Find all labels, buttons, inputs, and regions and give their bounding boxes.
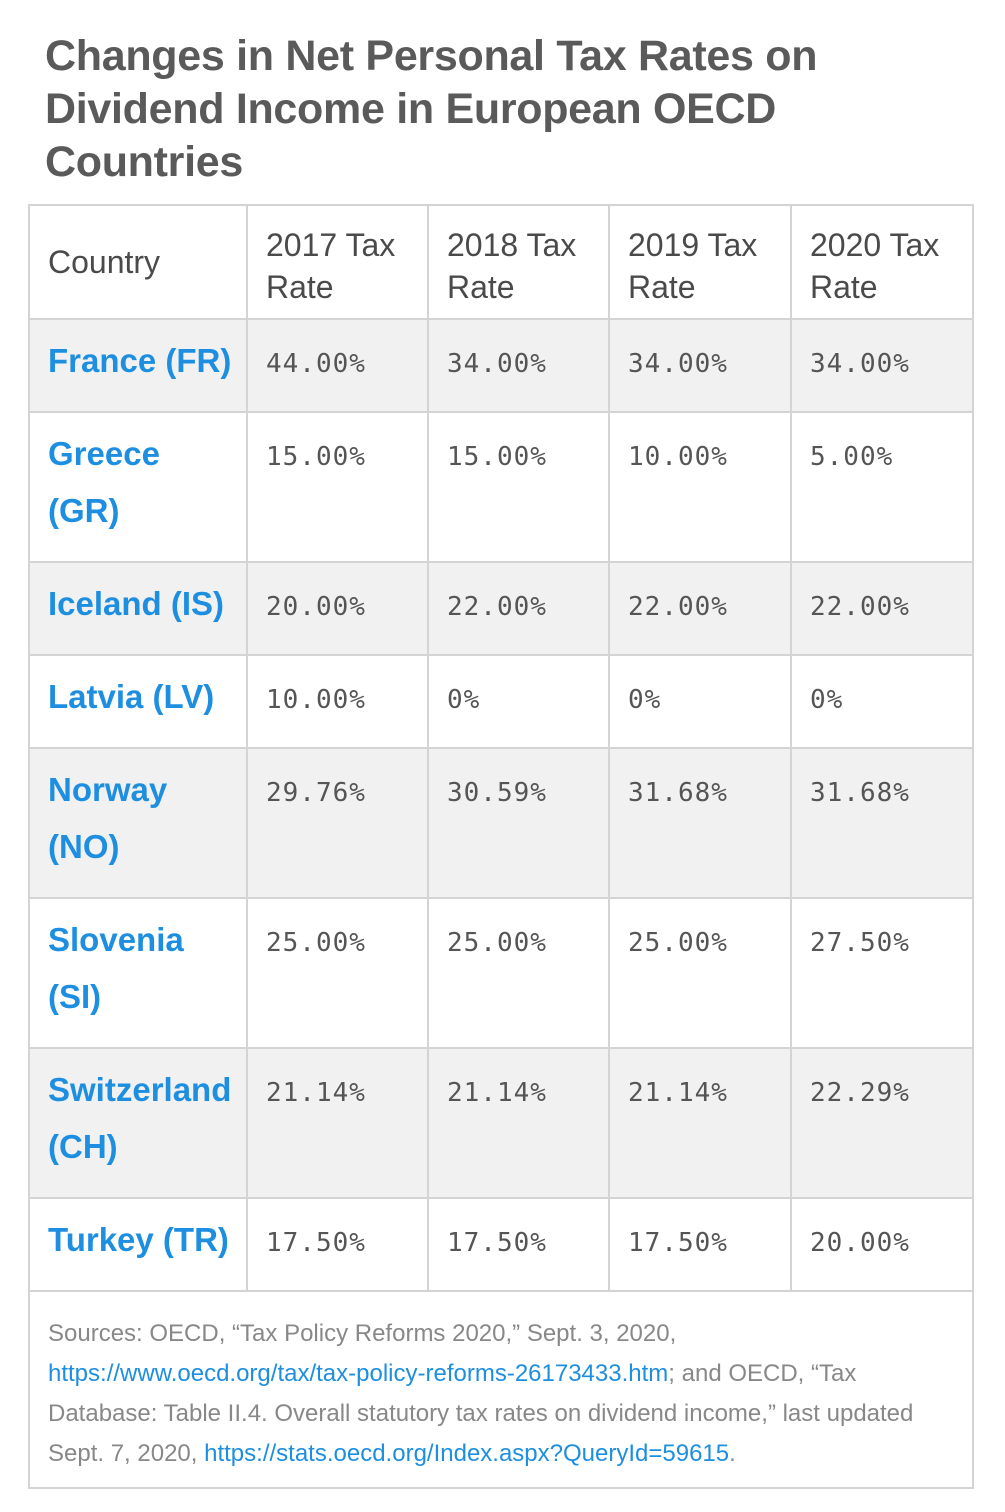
rate-cell: 10.00% bbox=[628, 442, 728, 472]
country-link-turkey[interactable]: Turkey (TR) bbox=[48, 1221, 229, 1258]
table-row: Turkey (TR) 17.50% 17.50% 17.50% 20.00% bbox=[28, 1197, 974, 1292]
rate-cell: 21.14% bbox=[628, 1078, 728, 1108]
rate-cell: 34.00% bbox=[447, 349, 547, 379]
sources-middle: ; and OECD, “Tax Database: Table II.4. O… bbox=[48, 1360, 914, 1467]
rate-cell: 17.50% bbox=[266, 1228, 366, 1258]
table-row: Iceland (IS) 20.00% 22.00% 22.00% 22.00% bbox=[28, 561, 974, 656]
country-link-latvia[interactable]: Latvia (LV) bbox=[48, 678, 215, 715]
rate-cell: 25.00% bbox=[628, 928, 728, 958]
page-title: Changes in Net Personal Tax Rates on Div… bbox=[45, 32, 818, 186]
table-row: Norway (NO) 29.76% 30.59% 31.68% 31.68% bbox=[28, 747, 974, 899]
rate-cell: 31.68% bbox=[810, 778, 910, 808]
rate-cell: 20.00% bbox=[266, 592, 366, 622]
sources-row: Sources: OECD, “Tax Policy Reforms 2020,… bbox=[28, 1290, 974, 1489]
source-link-tax-policy-reforms[interactable]: https://www.oecd.org/tax/tax-policy-refo… bbox=[48, 1360, 669, 1387]
rate-cell: 29.76% bbox=[266, 778, 366, 808]
rate-cell: 0% bbox=[628, 685, 662, 715]
sources-suffix: . bbox=[729, 1440, 736, 1467]
country-link-france[interactable]: France (FR) bbox=[48, 342, 232, 379]
rate-cell: 30.59% bbox=[447, 778, 547, 808]
rate-cell: 21.14% bbox=[266, 1078, 366, 1108]
country-link-norway[interactable]: Norway (NO) bbox=[48, 771, 168, 865]
header-2018: 2018 Tax Rate bbox=[427, 204, 610, 320]
rate-cell: 22.00% bbox=[628, 592, 728, 622]
rate-cell: 25.00% bbox=[447, 928, 547, 958]
rate-cell: 5.00% bbox=[810, 442, 894, 472]
table-row: Latvia (LV) 10.00% 0% 0% 0% bbox=[28, 654, 974, 749]
table-row: Slovenia (SI) 25.00% 25.00% 25.00% 27.50… bbox=[28, 897, 974, 1049]
header-2017: 2017 Tax Rate bbox=[246, 204, 429, 320]
rate-cell: 34.00% bbox=[628, 349, 728, 379]
rate-cell: 31.68% bbox=[628, 778, 728, 808]
table-header-row: Country 2017 Tax Rate 2018 Tax Rate 2019… bbox=[28, 204, 974, 320]
rate-cell: 17.50% bbox=[447, 1228, 547, 1258]
table-row: Switzerland (CH) 21.14% 21.14% 21.14% 22… bbox=[28, 1047, 974, 1199]
tax-rates-table: Country 2017 Tax Rate 2018 Tax Rate 2019… bbox=[28, 204, 974, 1489]
header-country: Country bbox=[28, 204, 248, 320]
header-2020: 2020 Tax Rate bbox=[790, 204, 974, 320]
rate-cell: 17.50% bbox=[628, 1228, 728, 1258]
country-link-greece[interactable]: Greece (GR) bbox=[48, 435, 160, 529]
country-link-slovenia[interactable]: Slovenia (SI) bbox=[48, 921, 184, 1015]
rate-cell: 15.00% bbox=[447, 442, 547, 472]
rate-cell: 20.00% bbox=[810, 1228, 910, 1258]
rate-cell: 22.29% bbox=[810, 1078, 910, 1108]
rate-cell: 22.00% bbox=[810, 592, 910, 622]
table-row: France (FR) 44.00% 34.00% 34.00% 34.00% bbox=[28, 318, 974, 413]
rate-cell: 0% bbox=[810, 685, 844, 715]
header-2019: 2019 Tax Rate bbox=[608, 204, 792, 320]
country-link-iceland[interactable]: Iceland (IS) bbox=[48, 585, 225, 622]
sources-note: Sources: OECD, “Tax Policy Reforms 2020,… bbox=[28, 1290, 974, 1489]
source-link-oecd-stats[interactable]: https://stats.oecd.org/Index.aspx?QueryI… bbox=[204, 1440, 730, 1467]
table-row: Greece (GR) 15.00% 15.00% 10.00% 5.00% bbox=[28, 411, 974, 563]
country-link-switzerland[interactable]: Switzerland (CH) bbox=[48, 1071, 232, 1165]
rate-cell: 44.00% bbox=[266, 349, 366, 379]
sources-prefix: Sources: OECD, “Tax Policy Reforms 2020,… bbox=[48, 1320, 677, 1347]
rate-cell: 21.14% bbox=[447, 1078, 547, 1108]
rate-cell: 15.00% bbox=[266, 442, 366, 472]
rate-cell: 22.00% bbox=[447, 592, 547, 622]
rate-cell: 34.00% bbox=[810, 349, 910, 379]
rate-cell: 10.00% bbox=[266, 685, 366, 715]
rate-cell: 25.00% bbox=[266, 928, 366, 958]
rate-cell: 0% bbox=[447, 685, 481, 715]
rate-cell: 27.50% bbox=[810, 928, 910, 958]
